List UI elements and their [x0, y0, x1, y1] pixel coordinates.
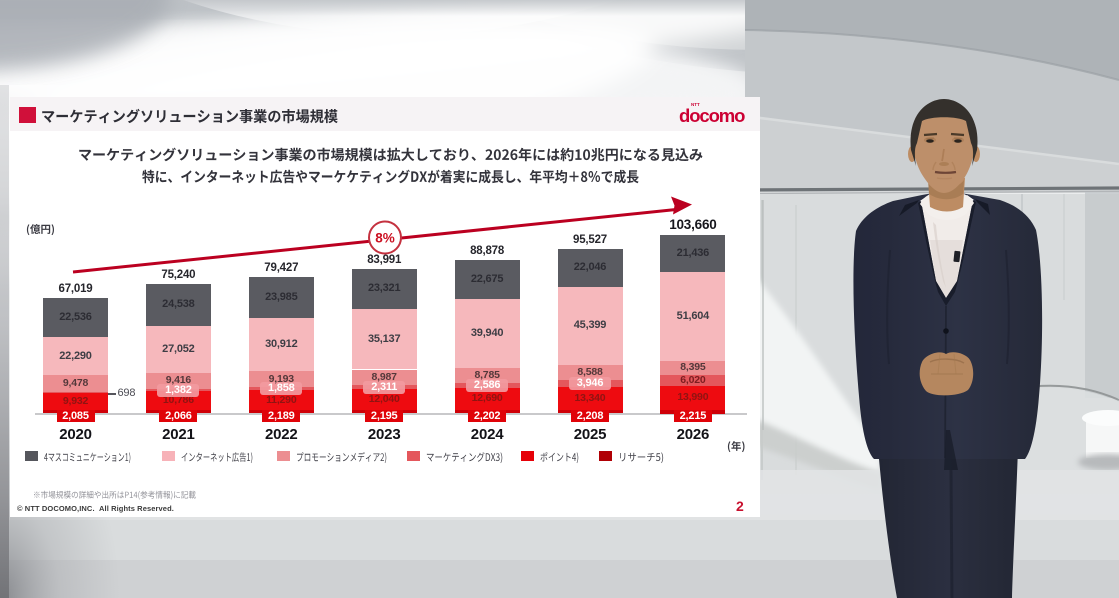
svg-text:8%: 8%	[375, 231, 395, 246]
